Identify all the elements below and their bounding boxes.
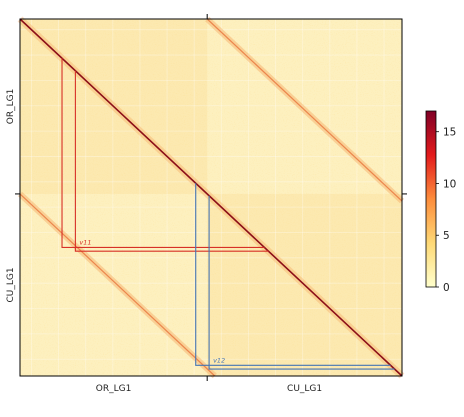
y-axis-label: OR_LG1 — [6, 89, 16, 125]
x-axis-label: CU_LG1 — [287, 384, 322, 394]
y-axis-label: CU_LG1 — [6, 267, 16, 302]
annotation-label: v11 — [79, 238, 91, 246]
colorbar-tick-label: 5 — [443, 230, 450, 242]
annotation-line — [74, 70, 269, 252]
colorbar-tick-label: 0 — [443, 282, 450, 294]
colorbar-gradient — [425, 110, 437, 288]
x-axis-label: OR_LG1 — [96, 384, 132, 394]
heatmap-frame — [19, 18, 403, 377]
colorbar: 0 5 10 15 — [425, 110, 456, 294]
axis-ticks — [15, 14, 407, 381]
off-diagonal-upper — [206, 18, 403, 202]
heatmap: v11 v12 OR_LG1 CU_LG1 OR_LG1 CU_LG1 — [6, 14, 407, 394]
main-diagonal — [19, 18, 403, 377]
colorbar-tick-label: 10 — [443, 178, 456, 190]
axis-labels: OR_LG1 CU_LG1 OR_LG1 CU_LG1 — [6, 89, 322, 394]
annotation-label: v12 — [213, 356, 225, 364]
annotation-line — [61, 58, 265, 249]
heatmap-diagonals — [17, 16, 405, 379]
annotation-line — [208, 195, 395, 370]
annotation-line — [195, 183, 391, 366]
colorbar-ticks: 0 5 10 15 — [436, 127, 456, 294]
off-diagonal-lower — [19, 193, 216, 377]
annotation-boxes: v11 v12 — [61, 58, 395, 370]
colorbar-tick-label: 15 — [443, 127, 456, 139]
annotation-v11: v11 — [61, 58, 269, 252]
annotation-v12: v12 — [195, 183, 395, 370]
